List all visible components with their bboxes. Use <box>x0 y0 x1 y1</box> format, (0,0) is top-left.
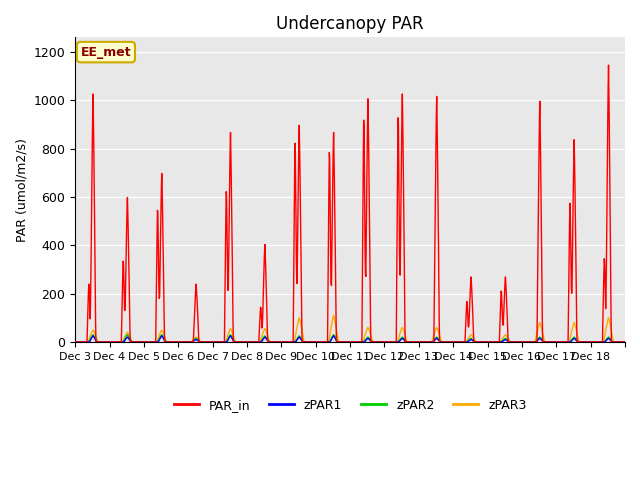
Legend: PAR_in, zPAR1, zPAR2, zPAR3: PAR_in, zPAR1, zPAR2, zPAR3 <box>168 394 532 417</box>
Text: EE_met: EE_met <box>81 46 131 59</box>
Y-axis label: PAR (umol/m2/s): PAR (umol/m2/s) <box>15 138 28 241</box>
Title: Undercanopy PAR: Undercanopy PAR <box>276 15 424 33</box>
